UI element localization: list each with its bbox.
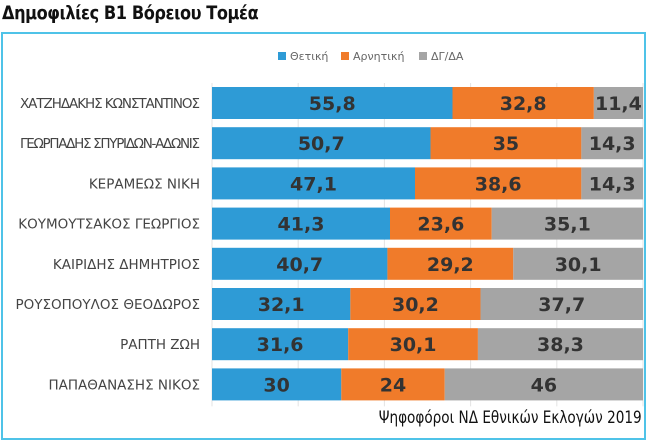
legend-label-2: ΔΓ/ΔΑ [431,50,464,63]
data-label: 14,3 [589,133,636,155]
chart-title: Δημοφιλίες Β1 Βόρειου Τομέα [2,2,259,24]
data-label: 38,3 [537,334,584,356]
legend-label-1: Αρνητική [353,50,404,63]
chart-frame [1,32,646,440]
data-label: 29,2 [427,254,474,276]
bar-segment-2 [477,328,643,361]
data-label: 14,3 [589,173,636,195]
data-label: 32,1 [258,294,305,316]
bar-segment-2 [581,127,643,160]
bar-segment-1 [452,87,594,119]
bar-segment-0 [212,328,349,361]
category-label: ΡΑΠΤΗ ΖΩΗ [120,337,200,353]
bar-segment-1 [430,127,582,160]
data-label: 30 [263,374,289,396]
bar-segment-0 [212,167,416,200]
bar-segment-1 [387,247,514,280]
bar-segment-2 [513,247,643,280]
bar-segment-1 [348,328,478,361]
data-label: 30,1 [555,254,602,276]
data-label: 50,7 [298,133,345,155]
data-label: 23,6 [417,214,464,236]
category-label: ΚΟΥΜΟΥΤΣΑΚΟΣ ΓΕΩΡΓΙΟΣ [18,217,200,233]
bar-segment-0 [212,368,342,401]
bar-segment-2 [480,288,643,320]
category-label: ΧΑΤΖΗΔΑΚΗΣ ΚΩΝΣΤΑΝΤΙΝΟΣ [20,96,200,112]
bar-segment-2 [491,207,643,240]
bar-segment-0 [212,87,453,119]
data-label: 30,2 [392,294,439,316]
category-label: ΠΑΠΑΘΑΝΑΣΗΣ ΝΙΚΟΣ [48,377,200,393]
data-label: 32,8 [500,93,547,115]
bar-segment-1 [350,288,481,320]
data-label: 40,7 [276,254,323,276]
data-label: 24 [380,374,406,396]
legend-label-0: Θετική [290,50,328,63]
bar-segment-0 [212,247,388,280]
category-label: ΡΟΥΣΟΠΟΥΛΟΣ ΘΕΟΔΩΡΟΣ [15,297,200,313]
data-label: 35,1 [544,214,591,236]
bar-segment-2 [444,368,643,401]
legend-swatch-0 [278,52,286,60]
bar-segment-1 [390,207,492,240]
bar-segment-0 [212,127,431,160]
bar-segment-2 [581,167,643,200]
data-label: 55,8 [309,93,356,115]
data-label: 46 [531,374,557,396]
category-label: ΓΕΩΡΓΙΑΔΗΣ ΣΠΥΡΙΔΩΝ-ΑΔΩΝΙΣ [20,136,200,152]
source-note: Ψηφοφόροι ΝΔ Εθνικών Εκλογών 2019 [379,408,642,428]
bar-segment-0 [212,288,351,320]
legend-swatch-2 [419,52,427,60]
data-label: 41,3 [278,214,325,236]
data-label: 31,6 [257,334,304,356]
data-label: 30,1 [390,334,437,356]
data-label: 47,1 [290,173,337,195]
bar-segment-2 [593,87,643,119]
category-label: ΚΕΡΑΜΕΩΣ ΝΙΚΗ [89,176,200,192]
legend-swatch-1 [341,52,349,60]
data-label: 37,7 [538,294,585,316]
data-label: 38,6 [475,173,522,195]
bar-segment-1 [341,368,445,401]
bar-segment-1 [415,167,582,200]
bar-segment-0 [212,207,391,240]
category-label: ΚΑΙΡΙΔΗΣ ΔΗΜΗΤΡΙΟΣ [53,257,200,273]
data-label: 11,4 [595,93,642,115]
data-label: 35 [493,133,519,155]
